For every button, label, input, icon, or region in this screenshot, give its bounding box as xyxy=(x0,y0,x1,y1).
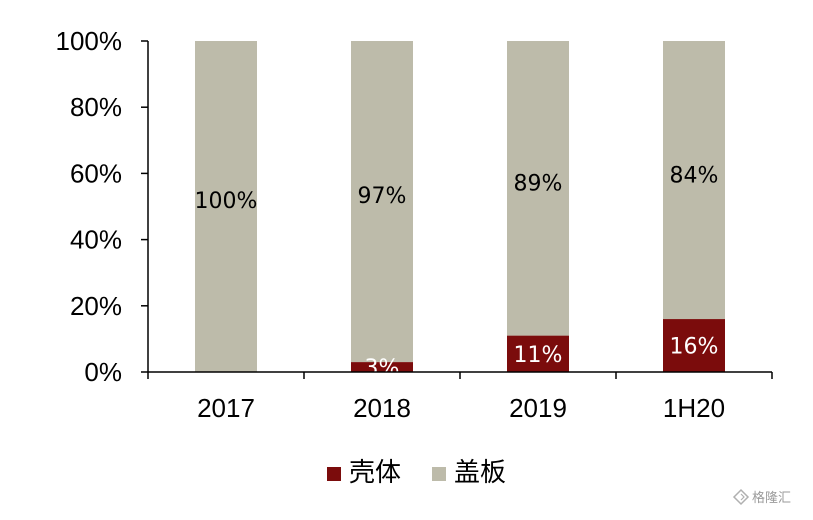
x-tick-label: 2017 xyxy=(197,393,255,423)
bar-shell-2019 xyxy=(507,335,569,372)
legend-swatch-shell xyxy=(327,467,341,481)
watermark-logo-icon xyxy=(732,488,750,506)
watermark-text: 格隆汇 xyxy=(752,490,791,506)
axes-layer: 0% 20% 40% 60% 80% 100% 2017 2018 2019 1H20 xyxy=(56,26,773,423)
watermark: 格隆汇 xyxy=(732,488,791,506)
y-tick-label: 40% xyxy=(70,225,122,255)
data-label-shell-1H20: 16% xyxy=(670,335,719,360)
legend-swatch-cover xyxy=(432,467,446,481)
x-tick-label: 2018 xyxy=(353,393,411,423)
bar-shell-1H20 xyxy=(663,319,725,372)
data-label-shell-2019: 11% xyxy=(514,343,563,368)
data-labels-layer: 100% 3% 97% 11% 89% 16% 84% xyxy=(195,163,719,381)
bar-cover-2018 xyxy=(351,41,413,363)
data-label-cover-2018: 97% xyxy=(358,184,407,209)
bar-cover-1H20 xyxy=(663,41,725,320)
bar-cover-2017 xyxy=(195,41,257,372)
data-label-cover-2017: 100% xyxy=(195,189,258,214)
legend-label-shell: 壳体 xyxy=(349,458,401,488)
x-tick-label: 1H20 xyxy=(663,393,725,423)
bars-layer xyxy=(195,41,725,372)
legend: 壳体 盖板 xyxy=(327,458,506,488)
bar-shell-2018 xyxy=(351,362,413,372)
y-tick-label: 0% xyxy=(84,357,122,387)
x-tick-label: 2019 xyxy=(509,393,567,423)
data-label-shell-2018: 3% xyxy=(365,356,400,381)
y-tick-label: 100% xyxy=(56,26,123,56)
data-label-cover-2019: 89% xyxy=(514,171,563,196)
bar-cover-2019 xyxy=(507,41,569,336)
y-tick-label: 20% xyxy=(70,291,122,321)
y-tick-label: 60% xyxy=(70,158,122,188)
legend-label-cover: 盖板 xyxy=(454,458,506,488)
data-label-cover-1H20: 84% xyxy=(670,163,719,188)
y-tick-label: 80% xyxy=(70,92,122,122)
